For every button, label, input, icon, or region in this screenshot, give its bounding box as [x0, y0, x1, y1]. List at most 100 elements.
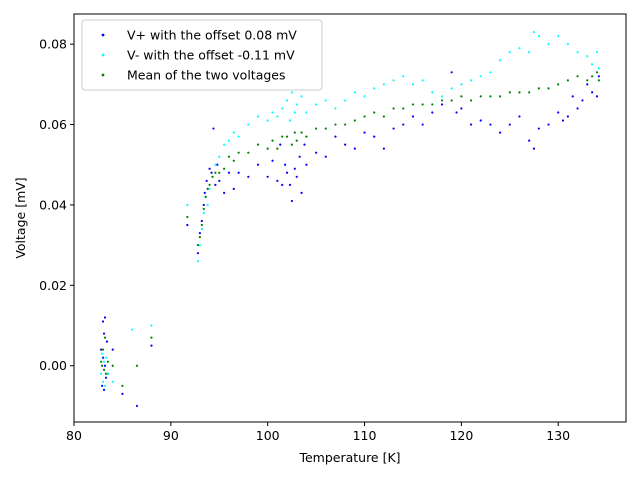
data-point-s2-9	[135, 364, 139, 367]
data-point-s0-40	[285, 171, 289, 174]
data-point-s2-69	[597, 79, 600, 82]
data-point-s2-34	[293, 131, 296, 134]
data-point-s0-77	[561, 119, 565, 122]
data-point-s2-12	[196, 244, 200, 247]
data-point-s2-24	[232, 159, 235, 162]
data-point-s2-62	[547, 87, 550, 90]
data-point-s2-20	[214, 171, 217, 174]
data-point-s0-66	[469, 123, 473, 126]
legend-label-v-minus: V- with the offset -0.11 mV	[127, 48, 295, 63]
data-point-s1-52	[450, 87, 453, 90]
data-point-s0-50	[324, 155, 327, 158]
data-point-s0-62	[440, 103, 444, 106]
data-point-s1-47	[402, 75, 405, 78]
x-tick-label-2: 100	[256, 428, 280, 443]
data-point-s0-5	[102, 332, 106, 335]
data-point-s0-63	[450, 71, 453, 74]
x-tick-label-0: 80	[66, 428, 82, 443]
data-point-s1-70	[597, 67, 600, 70]
data-point-s1-66	[576, 51, 579, 54]
data-point-s1-9	[150, 324, 153, 327]
data-point-s1-31	[285, 99, 289, 102]
data-point-s0-6	[103, 316, 107, 319]
data-point-s0-36	[276, 179, 279, 182]
data-point-s1-51	[440, 95, 444, 98]
x-axis-label: Temperature [K]	[298, 450, 400, 465]
data-point-s0-64	[455, 111, 458, 114]
data-point-s0-70	[508, 123, 511, 126]
data-point-s0-67	[479, 119, 482, 122]
data-point-s1-60	[528, 51, 531, 54]
data-point-s2-5	[104, 372, 108, 375]
legend-marker-v-minus	[101, 53, 105, 57]
data-point-s0-68	[489, 123, 492, 126]
data-point-s2-4	[103, 336, 107, 339]
data-point-s1-61	[532, 30, 536, 34]
data-point-s0-11	[111, 348, 114, 351]
data-point-s0-76	[557, 111, 560, 114]
data-point-s2-32	[285, 135, 289, 138]
data-point-s1-23	[232, 131, 235, 134]
x-axis-ticks: 80 90 100 110 120 130	[66, 422, 570, 443]
data-point-s2-19	[211, 175, 214, 178]
data-point-s0-72	[528, 139, 531, 142]
data-point-s0-17	[198, 231, 201, 235]
data-point-s2-10	[150, 336, 153, 339]
data-point-s0-20	[203, 191, 206, 194]
data-points	[100, 30, 600, 408]
data-point-s0-46	[300, 191, 303, 194]
data-point-s1-2	[101, 380, 105, 383]
data-point-s2-7	[111, 364, 114, 367]
data-point-s2-14	[200, 223, 203, 227]
x-tick-label-4: 120	[449, 428, 473, 443]
data-point-s1-44	[373, 87, 376, 90]
data-point-s2-11	[186, 215, 189, 219]
data-point-s1-54	[469, 79, 473, 82]
data-point-s2-56	[489, 95, 492, 98]
data-point-s0-53	[353, 147, 356, 150]
data-point-s2-15	[202, 207, 205, 211]
data-point-s0-26	[216, 163, 219, 166]
data-point-s2-42	[353, 119, 356, 122]
data-point-s1-6	[106, 372, 109, 375]
data-point-s1-49	[421, 79, 424, 82]
data-point-s2-28	[266, 147, 269, 150]
data-point-s2-2	[101, 348, 105, 351]
data-point-s1-50	[431, 91, 434, 94]
data-point-s2-35	[295, 139, 298, 142]
data-point-s0-3	[101, 356, 105, 359]
data-point-s2-18	[208, 183, 211, 186]
data-point-s0-80	[576, 107, 579, 110]
data-point-s2-17	[206, 187, 209, 190]
legend: V+ with the offset 0.08 mV V- with the o…	[81, 19, 323, 91]
data-point-s2-67	[591, 75, 594, 78]
data-point-s0-9	[105, 340, 109, 343]
data-point-s0-31	[237, 171, 240, 174]
data-point-s0-83	[591, 91, 594, 94]
data-point-s1-34	[293, 111, 296, 114]
data-point-s1-7	[111, 380, 114, 383]
data-point-s2-64	[566, 79, 569, 82]
data-point-s0-84	[595, 95, 599, 98]
data-point-s1-28	[271, 111, 274, 114]
data-point-s2-27	[256, 143, 260, 146]
data-point-s2-1	[100, 364, 104, 367]
data-point-s0-74	[537, 127, 540, 130]
data-point-s1-38	[315, 103, 318, 106]
data-point-s1-1	[100, 352, 104, 355]
data-point-s0-57	[392, 127, 395, 130]
x-tick-label-1: 90	[163, 428, 179, 443]
data-point-s1-0	[100, 372, 103, 375]
data-point-s2-39	[324, 127, 327, 130]
data-point-s0-30	[232, 187, 235, 190]
data-point-s1-14	[202, 211, 205, 215]
data-point-s0-71	[518, 115, 521, 118]
data-point-s2-37	[305, 135, 308, 138]
data-point-s1-5	[104, 356, 108, 359]
data-point-s1-37	[305, 111, 308, 114]
data-point-s1-67	[586, 55, 589, 58]
data-point-s0-33	[256, 163, 260, 166]
data-point-s2-3	[102, 368, 106, 371]
data-point-s2-38	[315, 127, 318, 130]
